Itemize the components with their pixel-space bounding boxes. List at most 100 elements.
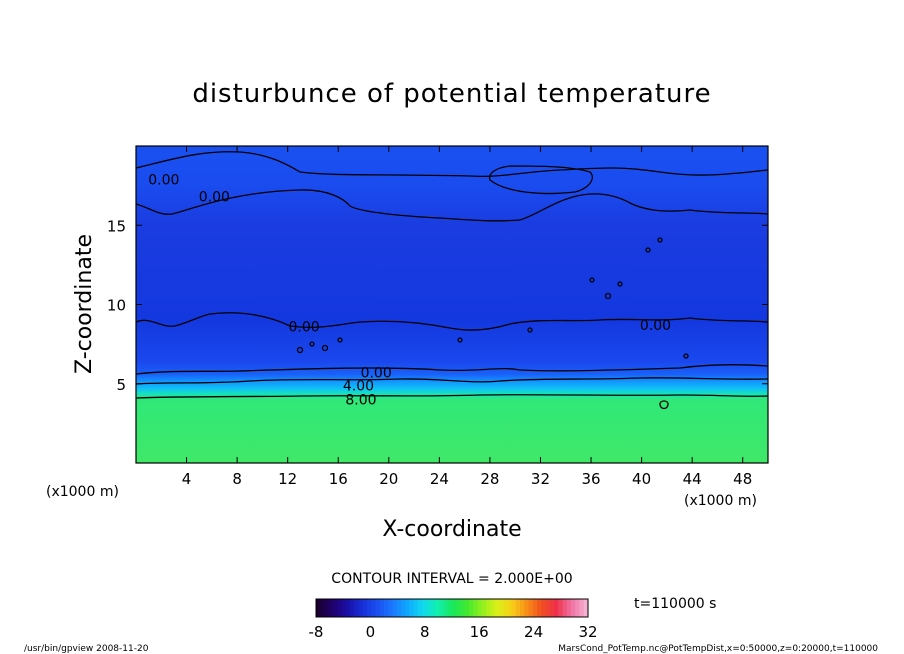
colorbar-cell [396, 599, 402, 617]
footer-right: MarsCond_PotTemp.nc@PotTempDist,x=0:5000… [558, 644, 878, 654]
colorbar-cell [558, 599, 564, 617]
colorbar-cell [566, 599, 572, 617]
colorbar-cell [388, 599, 394, 617]
colorbar-cell [494, 599, 500, 617]
colorbar-cell [486, 599, 491, 617]
contour-blob [309, 341, 315, 347]
colorbar-cell [418, 599, 423, 617]
colorbar [315, 598, 589, 618]
plot-area: 0.000.000.00 0.000.004.008.00 [135, 145, 769, 464]
colorbar-cell [333, 599, 338, 617]
x-tick-label: 44 [683, 470, 702, 488]
x-tick-label: 12 [278, 470, 297, 488]
contour-lines [136, 151, 768, 410]
y-axis-label: Z-coordinate [72, 234, 97, 374]
colorbar-cell [507, 599, 513, 617]
contour-line [659, 400, 669, 410]
contour-line [136, 151, 768, 178]
colorbar-cell [337, 599, 343, 617]
colorbar-cell [384, 599, 389, 617]
contour-blob [296, 346, 304, 354]
colorbar-cell [375, 599, 381, 617]
contour-blob [589, 277, 595, 283]
contour-label: 0.00 [361, 366, 392, 382]
colorbar-tick-label: 8 [420, 623, 430, 641]
colorbar-cell [430, 599, 436, 617]
x-tick-label: 16 [329, 470, 348, 488]
colorbar-cell [328, 599, 334, 617]
colorbar-cell [345, 599, 351, 617]
contour-label: 0.00 [148, 172, 179, 188]
colorbar-cell [554, 599, 559, 617]
colorbar-cell [354, 599, 360, 617]
colorbar-cell [537, 599, 542, 617]
colorbar-cell [350, 599, 355, 617]
colorbar-cell [469, 599, 474, 617]
colorbar-cell [460, 599, 466, 617]
x-tick-label: 24 [430, 470, 449, 488]
contour-label: 0.00 [199, 190, 230, 206]
colorbar-cell [447, 599, 453, 617]
colorbar-cell [571, 599, 576, 617]
contour-line [136, 377, 768, 385]
x-unit-left: (x1000 m) [46, 484, 119, 500]
colorbar-cell [545, 599, 551, 617]
colorbar-cell [524, 599, 530, 617]
x-tick-label: 48 [733, 470, 752, 488]
contour-label: 8.00 [345, 393, 376, 409]
contour-blob [617, 281, 623, 287]
colorbar-cell [392, 599, 398, 617]
colorbar-cell [367, 599, 372, 617]
colorbar-cell [379, 599, 385, 617]
colorbar-cell [405, 599, 411, 617]
colorbar-cell [443, 599, 449, 617]
colorbar-cell [362, 599, 368, 617]
x-unit-right: (x1000 m) [684, 493, 757, 509]
colorbar-cell [490, 599, 496, 617]
colorbar-tick-label: 16 [470, 623, 489, 641]
y-axis: 5 10 15 [107, 217, 768, 394]
colorbar-cell [498, 599, 504, 617]
footer-left: /usr/bin/gpview 2008-11-20 [24, 644, 149, 654]
colorbar-cell [456, 599, 462, 617]
contour-line [488, 165, 593, 195]
contour-line [136, 364, 768, 375]
chart-title: disturbunce of potential temperature [192, 79, 711, 109]
colorbar-cell [473, 599, 479, 617]
x-tick-label: 20 [379, 470, 398, 488]
colorbar-cell [435, 599, 440, 617]
contour-blob [683, 353, 689, 359]
colorbar-cell [464, 599, 470, 617]
colorbar-cell [401, 599, 406, 617]
contour-line [136, 189, 768, 222]
x-tick-label: 36 [581, 470, 600, 488]
colorbar-cell [579, 599, 585, 617]
colorbar-tick-label: -8 [309, 623, 324, 641]
y-tick-label: 15 [107, 217, 126, 235]
colorbar-cell [320, 599, 326, 617]
colorbar-cell [324, 599, 330, 617]
colorbar-cell [316, 599, 321, 617]
colorbar-cell [409, 599, 415, 617]
colorbar-cell [583, 599, 589, 617]
contour-blob [645, 247, 651, 253]
colorbar-ticks: -8 0 8 16 24 32 [309, 623, 598, 641]
x-tick-label: 32 [531, 470, 550, 488]
contour-label: 0.00 [289, 320, 320, 336]
x-axis-label: X-coordinate [382, 517, 521, 542]
colorbar-cell [439, 599, 445, 617]
colorbar-cell [341, 599, 347, 617]
colorbar-cell [532, 599, 538, 617]
colorbar-cell [562, 599, 568, 617]
colorbar-cell [528, 599, 534, 617]
contour-labels: 0.000.000.00 0.000.004.008.00 [148, 172, 671, 408]
contour-blob [457, 337, 463, 343]
colorbar-frame [315, 598, 589, 618]
contour-label: 4.00 [343, 378, 374, 394]
y-tick-label: 5 [116, 376, 126, 394]
x-tick-label: 8 [232, 470, 242, 488]
colorbar-cell [520, 599, 525, 617]
contour-blob [604, 292, 612, 300]
colorbar-tick-label: 24 [524, 623, 543, 641]
